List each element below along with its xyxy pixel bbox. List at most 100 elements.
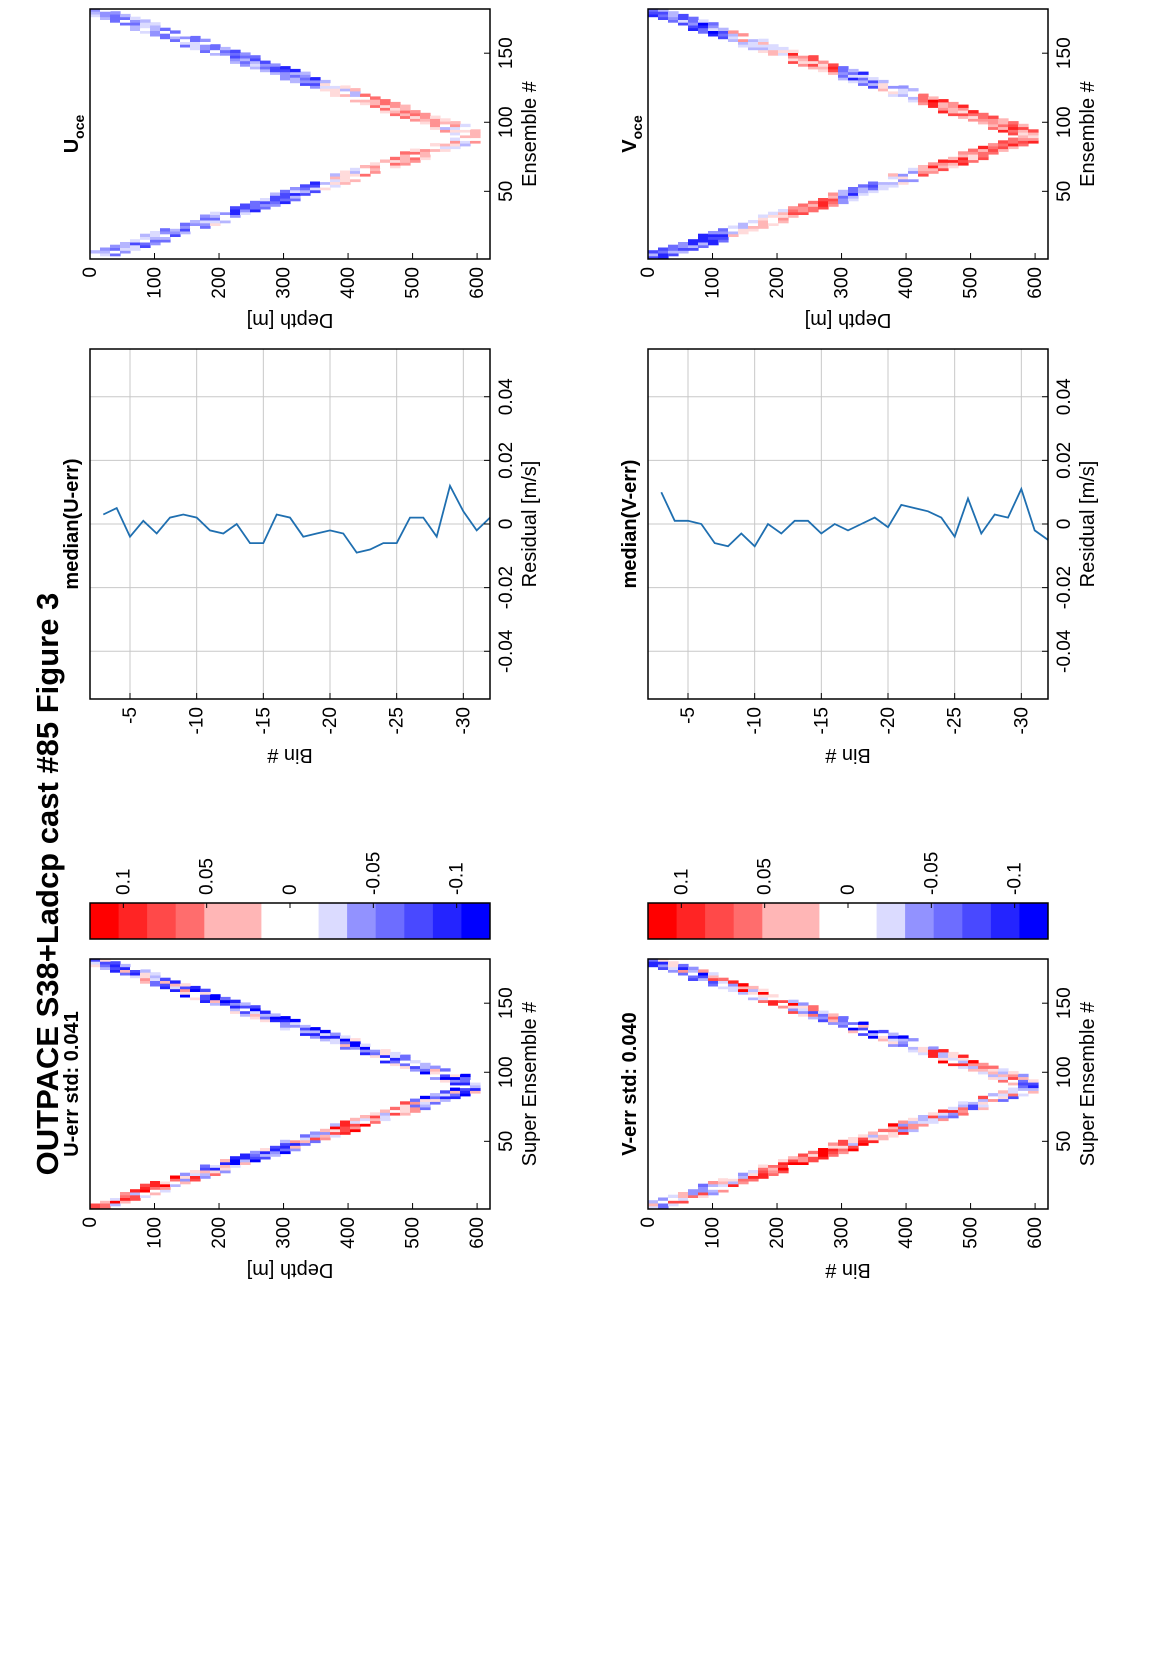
heatmap-cell	[420, 112, 431, 117]
heatmap-cell	[708, 980, 719, 984]
heatmap-cell	[808, 206, 819, 210]
heatmap-cell	[968, 1065, 979, 1069]
heatmap-cell	[858, 1027, 869, 1031]
heatmap-cell	[818, 198, 829, 202]
heatmap-cell	[1008, 1076, 1019, 1080]
heatmap-cell	[190, 225, 201, 229]
heatmap-cell	[768, 217, 779, 221]
heatmap-cell	[718, 233, 729, 237]
heatmap-cell	[410, 1109, 421, 1113]
heatmap-cell	[210, 1167, 221, 1171]
heatmap-cell	[120, 966, 131, 970]
heatmap-cell	[828, 1018, 839, 1023]
heatmap-cell	[240, 1002, 251, 1006]
heatmap-cell	[190, 1172, 201, 1176]
heatmap-cell	[748, 35, 759, 40]
heatmap-cell	[888, 85, 899, 89]
heatmap-cell	[1008, 1087, 1019, 1091]
heatmap-cell	[978, 1065, 989, 1069]
heatmap-cell	[948, 1060, 959, 1064]
series-line	[660, 486, 1049, 548]
colorbar-segment	[118, 903, 148, 939]
heatmap-cell	[998, 121, 1009, 125]
heatmap-cell	[150, 239, 161, 243]
heatmap-cell	[688, 1197, 699, 1201]
axes-frame	[647, 8, 1049, 260]
heatmap-cell	[160, 231, 171, 235]
heatmap-cell	[698, 977, 709, 981]
heatmap-cell	[250, 1005, 261, 1009]
heatmap-cell	[958, 107, 969, 111]
heatmap-cell	[260, 1156, 271, 1160]
heatmap-cell	[938, 1117, 949, 1122]
y-tick-label: 200	[209, 1217, 230, 1249]
heatmap-cell	[290, 187, 301, 191]
heatmap-cell	[768, 1167, 779, 1171]
colorbar-tick-label: 0.1	[113, 869, 134, 895]
heatmap-cell	[678, 19, 689, 23]
heatmap-cell	[648, 11, 659, 15]
heatmap-cell	[888, 1043, 899, 1047]
heatmap-cell	[958, 1060, 969, 1064]
heatmap-cell	[708, 1183, 719, 1187]
heatmap-cell	[1008, 1093, 1019, 1097]
heatmap-cell	[908, 1038, 919, 1042]
heatmap-cell	[948, 1106, 959, 1111]
heatmap-cell	[370, 165, 381, 169]
heatmap-cell	[190, 1175, 201, 1179]
heatmap-cell	[170, 980, 181, 984]
colorbar-tick-label: -0.1	[447, 862, 468, 895]
heatmap-cell	[320, 1035, 331, 1039]
heatmap-cell	[130, 1197, 141, 1201]
heatmap-cell	[120, 242, 131, 246]
heatmap-cell	[928, 101, 939, 106]
heatmap-cell	[450, 129, 461, 133]
y-tick-label: 100	[703, 267, 724, 299]
heatmap-cell	[210, 1172, 221, 1176]
heatmap-cell	[140, 1191, 151, 1196]
y-tick-label: -10	[745, 707, 766, 734]
heatmap-cell	[678, 1194, 689, 1198]
heatmap-cell	[170, 988, 181, 992]
heatmap-cell	[370, 1120, 381, 1124]
heatmap-cell	[658, 1197, 669, 1201]
heatmap-cell	[220, 55, 231, 59]
heatmap-cell	[330, 88, 341, 92]
heatmap-cell	[200, 214, 211, 218]
heatmap-cell	[180, 994, 191, 998]
heatmap-cell	[380, 1109, 391, 1113]
heatmap-cell	[988, 1093, 999, 1097]
heatmap-cell	[698, 236, 709, 240]
heatmap-cell	[310, 184, 321, 188]
heatmap-cell	[360, 1114, 371, 1119]
heatmap-cell	[290, 192, 301, 196]
heatmap-cell	[280, 1018, 291, 1023]
heatmap-cell	[120, 969, 131, 973]
heatmap-cell	[798, 1007, 809, 1012]
heatmap-cell	[200, 1169, 211, 1174]
heatmap-cell	[698, 969, 709, 973]
heatmap-cell	[280, 192, 291, 196]
heatmap-cell	[958, 112, 969, 117]
heatmap-cell	[290, 68, 301, 73]
heatmap-cell	[290, 1027, 301, 1031]
plot-area	[648, 9, 1048, 259]
heatmap-cell	[210, 999, 221, 1003]
heatmap-cell	[858, 189, 869, 194]
heatmap-cell	[948, 101, 959, 106]
heatmap-cell	[738, 44, 749, 48]
heatmap-cell	[978, 1068, 989, 1072]
heatmap-cell	[938, 162, 949, 166]
heatmap-cell	[210, 211, 221, 215]
colorbar-segment	[676, 903, 706, 939]
heatmap-cell	[290, 1142, 301, 1146]
heatmap-cell	[190, 38, 201, 42]
heatmap-cell	[998, 148, 1009, 152]
heatmap-cell	[110, 244, 121, 248]
heatmap-cell	[988, 118, 999, 122]
heatmap-cell	[968, 1109, 979, 1113]
heatmap-cell	[798, 1156, 809, 1160]
heatmap-cell	[1008, 129, 1019, 133]
heatmap-cell	[658, 253, 669, 257]
y-tick-label: -20	[320, 707, 341, 734]
